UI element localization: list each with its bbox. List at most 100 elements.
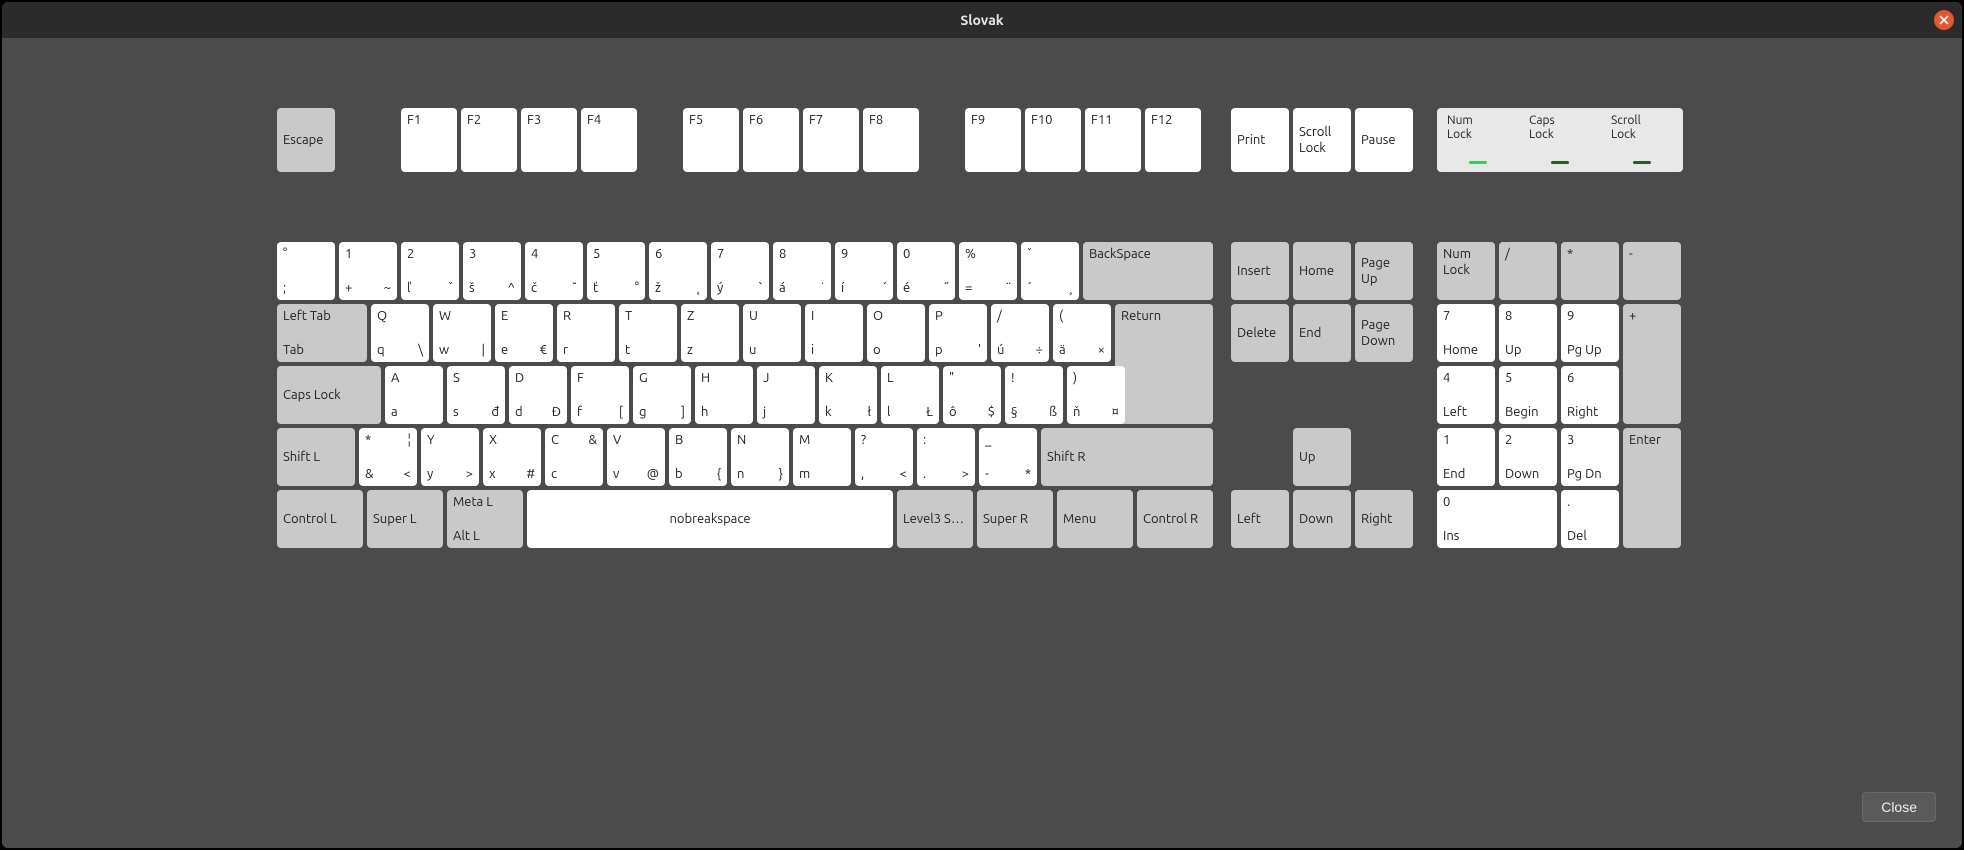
key-backspace[interactable]: BackSpace	[1083, 242, 1213, 300]
key-row1-11[interactable]: %=¨	[959, 242, 1017, 300]
key-f2[interactable]: F2	[461, 108, 517, 172]
key-left[interactable]: Left	[1231, 490, 1289, 548]
key-row1-3[interactable]: 3š^	[463, 242, 521, 300]
key-iso-extra[interactable]: *¦&<	[359, 428, 417, 486]
key-row1-9[interactable]: 9í´	[835, 242, 893, 300]
key-control-r[interactable]: Control R	[1137, 490, 1213, 548]
key-level3-shift[interactable]: Level3 S…	[897, 490, 973, 548]
key-row4-2[interactable]: C&c	[545, 428, 603, 486]
key-end[interactable]: End	[1293, 304, 1351, 362]
key-row2-9[interactable]: Pp'	[929, 304, 987, 362]
key-f11[interactable]: F11	[1085, 108, 1141, 172]
key-numpad-0[interactable]: 0Ins	[1437, 490, 1557, 548]
key-numpad-decimal[interactable]: .Del	[1561, 490, 1619, 548]
key-row3-10[interactable]: !§ß	[1005, 366, 1063, 424]
key-shift-r[interactable]: Shift R	[1041, 428, 1213, 486]
key-row1-6[interactable]: 6ž˛	[649, 242, 707, 300]
key-numpad-3[interactable]: 3Pg Dn	[1561, 428, 1619, 486]
key-tab[interactable]: Left TabTab	[277, 304, 367, 362]
key-return[interactable]: Return	[1115, 304, 1213, 424]
key-row3-4[interactable]: Gg]	[633, 366, 691, 424]
key-super-l[interactable]: Super L	[367, 490, 443, 548]
key-menu[interactable]: Menu	[1057, 490, 1133, 548]
key-numpad-multiply[interactable]: *	[1561, 242, 1619, 300]
key-row4-5[interactable]: Nn}	[731, 428, 789, 486]
key-alt-l[interactable]: Meta LAlt L	[447, 490, 523, 548]
key-num-lock[interactable]: Num Lock	[1437, 242, 1495, 300]
key-pause[interactable]: Pause	[1355, 108, 1413, 172]
key-row2-11[interactable]: (ä×	[1053, 304, 1111, 362]
key-row2-3[interactable]: Rr	[557, 304, 615, 362]
key-f4[interactable]: F4	[581, 108, 637, 172]
key-row2-0[interactable]: Qq\	[371, 304, 429, 362]
key-insert[interactable]: Insert	[1231, 242, 1289, 300]
key-row1-7[interactable]: 7ý`	[711, 242, 769, 300]
key-f3[interactable]: F3	[521, 108, 577, 172]
key-numpad-6[interactable]: 6Right	[1561, 366, 1619, 424]
key-super-r[interactable]: Super R	[977, 490, 1053, 548]
key-row1-5[interactable]: 5ť°	[587, 242, 645, 300]
key-row1-4[interactable]: 4č˘	[525, 242, 583, 300]
key-numpad-8[interactable]: 8Up	[1499, 304, 1557, 362]
key-row1-12[interactable]: ˇ´¸	[1021, 242, 1079, 300]
key-shift-l[interactable]: Shift L	[277, 428, 355, 486]
key-row3-11[interactable]: )ň¤	[1067, 366, 1125, 424]
key-delete[interactable]: Delete	[1231, 304, 1289, 362]
key-row4-4[interactable]: Bb{	[669, 428, 727, 486]
key-row3-7[interactable]: Kkł	[819, 366, 877, 424]
close-icon[interactable]	[1934, 10, 1954, 30]
key-row1-2[interactable]: 2ľˇ	[401, 242, 459, 300]
key-page-up[interactable]: Page Up	[1355, 242, 1413, 300]
key-f12[interactable]: F12	[1145, 108, 1201, 172]
key-row2-10[interactable]: /ú÷	[991, 304, 1049, 362]
key-numpad-enter[interactable]: Enter	[1623, 428, 1681, 548]
key-f6[interactable]: F6	[743, 108, 799, 172]
key-numpad-divide[interactable]: /	[1499, 242, 1557, 300]
key-f9[interactable]: F9	[965, 108, 1021, 172]
key-row2-6[interactable]: Uu	[743, 304, 801, 362]
key-f5[interactable]: F5	[683, 108, 739, 172]
key-row4-9[interactable]: _-*	[979, 428, 1037, 486]
key-row2-4[interactable]: Tt	[619, 304, 677, 362]
key-row2-5[interactable]: Zz	[681, 304, 739, 362]
key-row2-1[interactable]: Ww|	[433, 304, 491, 362]
key-page-down[interactable]: Page Down	[1355, 304, 1413, 362]
key-f10[interactable]: F10	[1025, 108, 1081, 172]
key-row4-8[interactable]: :.>	[917, 428, 975, 486]
key-row4-3[interactable]: Vv@	[607, 428, 665, 486]
key-numpad-5[interactable]: 5Begin	[1499, 366, 1557, 424]
key-down[interactable]: Down	[1293, 490, 1351, 548]
key-numpad-add[interactable]: +	[1623, 304, 1681, 424]
key-numpad-subtract[interactable]: -	[1623, 242, 1681, 300]
key-f8[interactable]: F8	[863, 108, 919, 172]
key-row1-1[interactable]: 1+~	[339, 242, 397, 300]
key-f1[interactable]: F1	[401, 108, 457, 172]
key-row3-9[interactable]: "ô$	[943, 366, 1001, 424]
key-row3-8[interactable]: LlŁ	[881, 366, 939, 424]
key-up[interactable]: Up	[1293, 428, 1351, 486]
close-button[interactable]: Close	[1862, 792, 1936, 822]
key-numpad-4[interactable]: 4Left	[1437, 366, 1495, 424]
key-row4-0[interactable]: Yy>	[421, 428, 479, 486]
key-row2-8[interactable]: Oo	[867, 304, 925, 362]
key-row4-1[interactable]: Xx#	[483, 428, 541, 486]
key-row1-8[interactable]: 8á˙	[773, 242, 831, 300]
key-row2-7[interactable]: Ii	[805, 304, 863, 362]
key-row1-10[interactable]: 0é˝	[897, 242, 955, 300]
key-numpad-2[interactable]: 2Down	[1499, 428, 1557, 486]
key-print[interactable]: Print	[1231, 108, 1289, 172]
key-right[interactable]: Right	[1355, 490, 1413, 548]
key-space[interactable]: nobreakspace	[527, 490, 893, 548]
key-f7[interactable]: F7	[803, 108, 859, 172]
key-row3-6[interactable]: Jj	[757, 366, 815, 424]
key-numpad-7[interactable]: 7Home	[1437, 304, 1495, 362]
key-escape[interactable]: Escape	[277, 108, 335, 172]
key-row4-7[interactable]: ?,<	[855, 428, 913, 486]
key-row3-2[interactable]: DdĐ	[509, 366, 567, 424]
key-row3-3[interactable]: Ff[	[571, 366, 629, 424]
key-row3-5[interactable]: Hh	[695, 366, 753, 424]
key-row4-6[interactable]: Mm	[793, 428, 851, 486]
key-scroll-lock[interactable]: Scroll Lock	[1293, 108, 1351, 172]
key-home[interactable]: Home	[1293, 242, 1351, 300]
key-numpad-1[interactable]: 1End	[1437, 428, 1495, 486]
